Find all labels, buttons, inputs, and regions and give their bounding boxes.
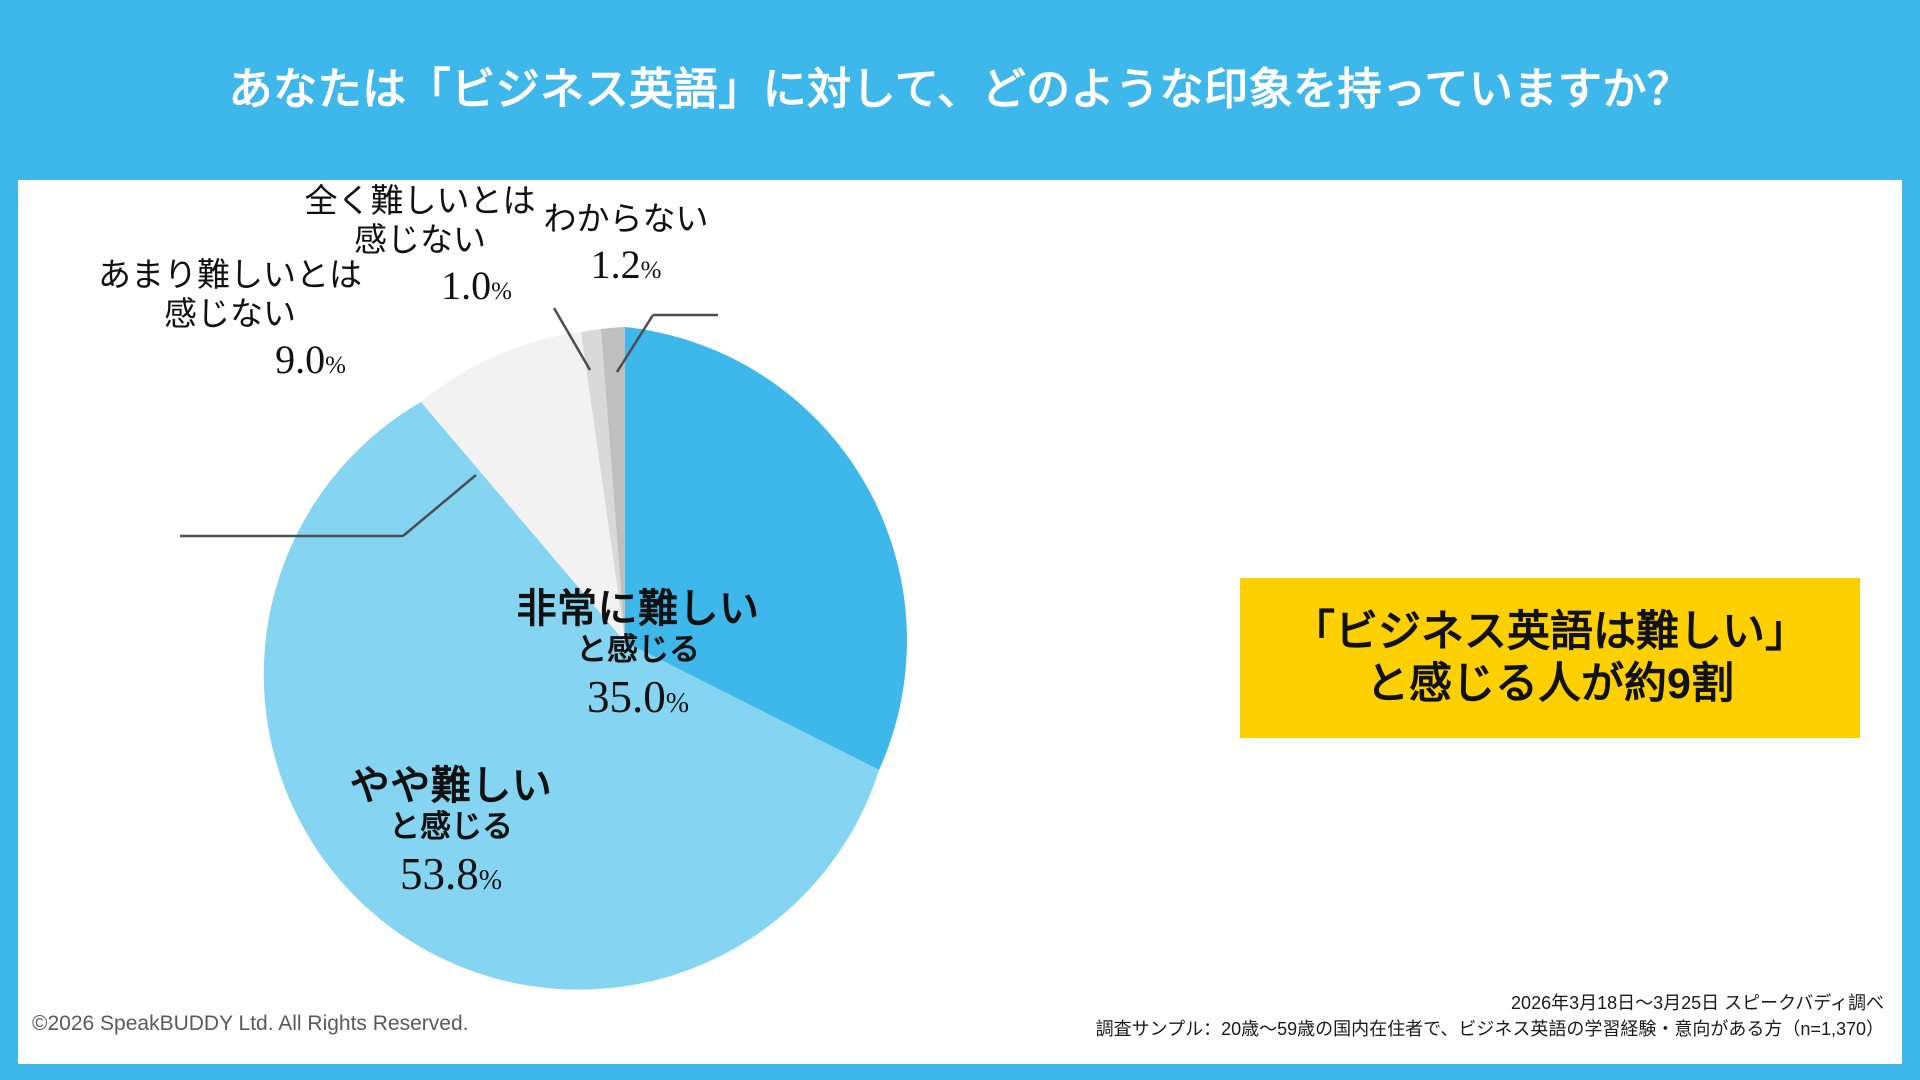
- highlight-line-1: 「ビジネス英語は難しい」: [1292, 607, 1808, 656]
- leader-line-not-much-elbow: [402, 474, 477, 537]
- pie-slice-somewhat-difficult: [263, 402, 879, 990]
- pie-slice-not-at-all: [581, 329, 625, 642]
- source-note: 2026年3月18日〜3月25日 スピークバディ調べ 調査サンプル：20歳〜59…: [1096, 990, 1884, 1042]
- leader-line-dont-know: [615, 314, 655, 373]
- header-band: あなたは「ビジネス英語」に対して、どのような印象を持っていますか？: [0, 0, 1920, 180]
- content-card: 非常に難しい と感じる 35.0% やや難しい と感じる 53.8% あまり難し…: [18, 180, 1902, 1064]
- leader-line-not-at-all: [552, 307, 592, 371]
- page-title: あなたは「ビジネス英語」に対して、どのような印象を持っていますか？: [228, 64, 1692, 114]
- highlight-line-2: と感じる人が約9割: [1366, 660, 1734, 708]
- pie-chart-svg: [180, 307, 907, 990]
- source-note-line-2: 調査サンプル：20歳〜59歳の国内在住者で、ビジネス英語の学習経験・意向がある方…: [1095, 1018, 1884, 1039]
- source-note-line-1: 2026年3月18日〜3月25日 スピークバディ調べ: [1511, 992, 1884, 1013]
- copyright-text: ©2026 SpeakBUDDY Ltd. All Rights Reserve…: [32, 1012, 469, 1035]
- pie-slice-very-difficult: [625, 327, 907, 770]
- highlight-callout: 「ビジネス英語は難しい」 と感じる人が約9割: [1240, 578, 1860, 738]
- pie-slice-not-much: [421, 332, 625, 642]
- pie-slice-dont-know: [601, 327, 625, 642]
- pie-chart-region: 非常に難しい と感じる 35.0% やや難しい と感じる 53.8% あまり難し…: [18, 180, 1078, 1064]
